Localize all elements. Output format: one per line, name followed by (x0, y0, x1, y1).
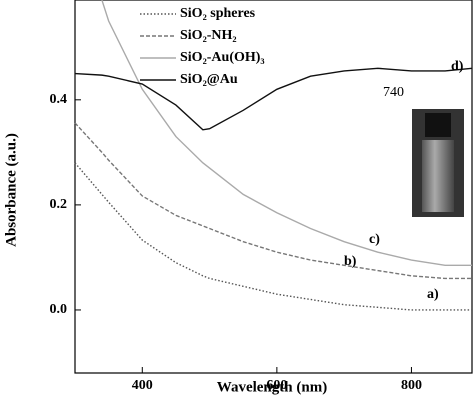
vial-cap (425, 113, 451, 137)
y-tick-label: 0.4 (50, 92, 68, 107)
annotation: c) (369, 232, 380, 247)
series-line (74, 122, 472, 280)
y-axis-label: Absorbance (a.u.) (3, 133, 19, 247)
vial-body (422, 140, 454, 212)
x-axis-label: Wavelength (nm) (217, 379, 327, 395)
legend-label: SiO₂@Au (180, 72, 238, 87)
annotation: b) (344, 254, 357, 269)
series-line (74, 67, 473, 131)
legend-label: SiO₂ spheres (180, 6, 256, 21)
x-tick-label: 400 (132, 378, 153, 393)
series-line (74, 162, 472, 311)
annotation: d) (451, 59, 464, 74)
annotation: a) (427, 287, 439, 302)
series-line (101, 0, 472, 267)
x-tick-label: 800 (401, 378, 422, 393)
legend-label: SiO₂-NH₂ (180, 28, 237, 43)
y-tick-label: 0.2 (50, 197, 68, 212)
annotation: 740 (383, 85, 404, 100)
legend-label: SiO₂-Au(OH)₃ (180, 50, 265, 65)
x-tick-label: 600 (266, 378, 287, 393)
y-tick-label: 0.0 (50, 302, 68, 317)
plot-frame (74, 0, 473, 374)
